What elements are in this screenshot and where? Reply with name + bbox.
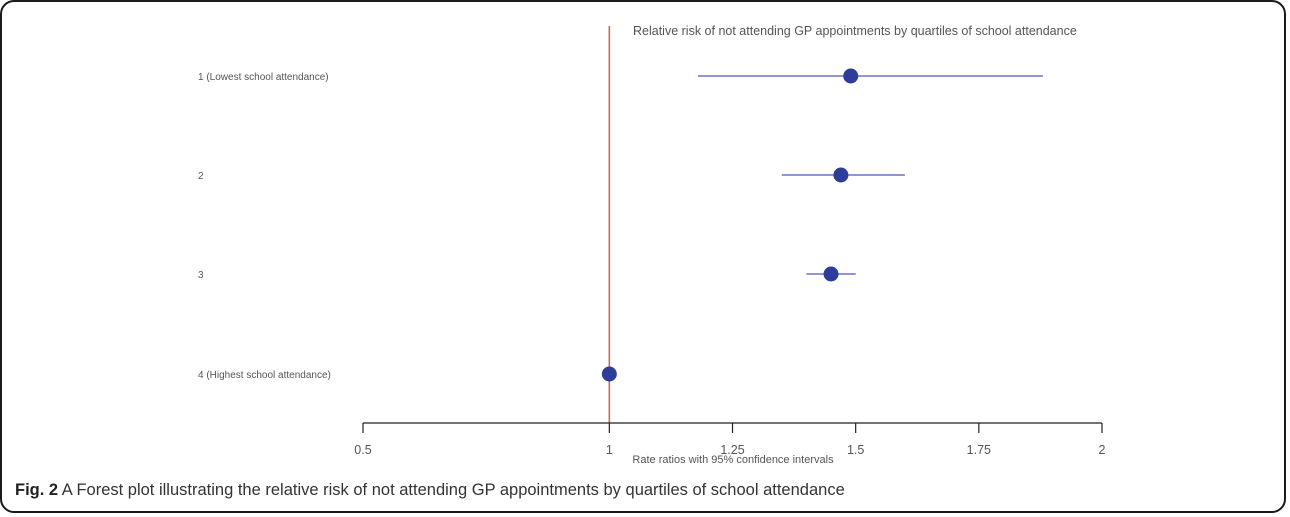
row-label: 2 — [198, 171, 204, 182]
figure-caption: Fig. 2 A Forest plot illustrating the re… — [15, 481, 845, 500]
forest-plot: 1 (Lowest school attendance) 2 3 4 (Highest… — [198, 24, 1106, 466]
confidence-intervals — [698, 75, 1043, 275]
x-tick-label: 2 — [1099, 443, 1106, 457]
point-estimates — [601, 68, 859, 382]
row-labels: 1 (Lowest school attendance) 2 3 4 (Highest… — [198, 72, 331, 381]
point-estimate — [843, 68, 859, 84]
x-tick-label: 1.5 — [847, 443, 864, 457]
x-axis: 0.5 1 1.25 1.5 1.75 2 — [354, 422, 1106, 457]
row-label: 1 (Lowest school attendance) — [198, 72, 329, 83]
point-estimate — [601, 366, 617, 382]
x-axis-label: Rate ratios with 95% confidence interval… — [632, 454, 834, 466]
x-tick-label: 0.5 — [354, 443, 371, 457]
x-tick-label: 1.25 — [720, 443, 744, 457]
row-label: 4 (Highest school attendance) — [198, 370, 331, 381]
x-tick-label: 1 — [606, 443, 613, 457]
row-label: 3 — [198, 270, 204, 281]
chart-title: Relative risk of not attending GP appoin… — [633, 24, 1077, 38]
point-estimate — [823, 266, 839, 282]
point-estimate — [833, 167, 849, 183]
x-tick-label: 1.75 — [967, 443, 991, 457]
figure-caption-text: A Forest plot illustrating the relative … — [58, 481, 845, 499]
figure-caption-label: Fig. 2 — [15, 481, 59, 499]
